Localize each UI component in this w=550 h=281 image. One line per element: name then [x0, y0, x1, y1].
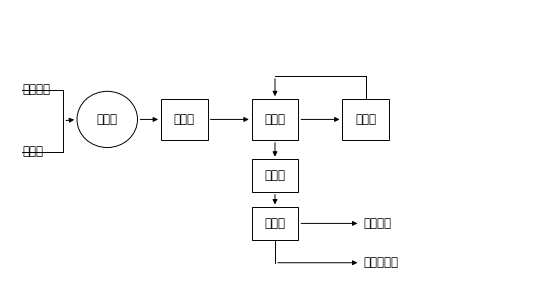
Text: 原料甲醇: 原料甲醇 [22, 83, 50, 96]
Text: 冷凝器: 冷凝器 [265, 169, 285, 182]
Text: 脱盐水: 脱盐水 [22, 145, 43, 158]
Bar [252, 160, 298, 192]
Bar [342, 99, 389, 140]
Text: 气化器: 气化器 [265, 113, 285, 126]
Bar [252, 207, 298, 239]
Text: 计量泵: 计量泵 [97, 113, 118, 126]
Bar [161, 99, 208, 140]
Text: 换热器: 换热器 [174, 113, 195, 126]
Text: 解吸气放空: 解吸气放空 [363, 256, 398, 269]
Ellipse shape [77, 91, 138, 148]
Bar [252, 99, 298, 140]
Text: 转化器: 转化器 [355, 113, 376, 126]
Text: 变压吸: 变压吸 [265, 217, 285, 230]
Text: 产品氢气: 产品氢气 [363, 217, 391, 230]
